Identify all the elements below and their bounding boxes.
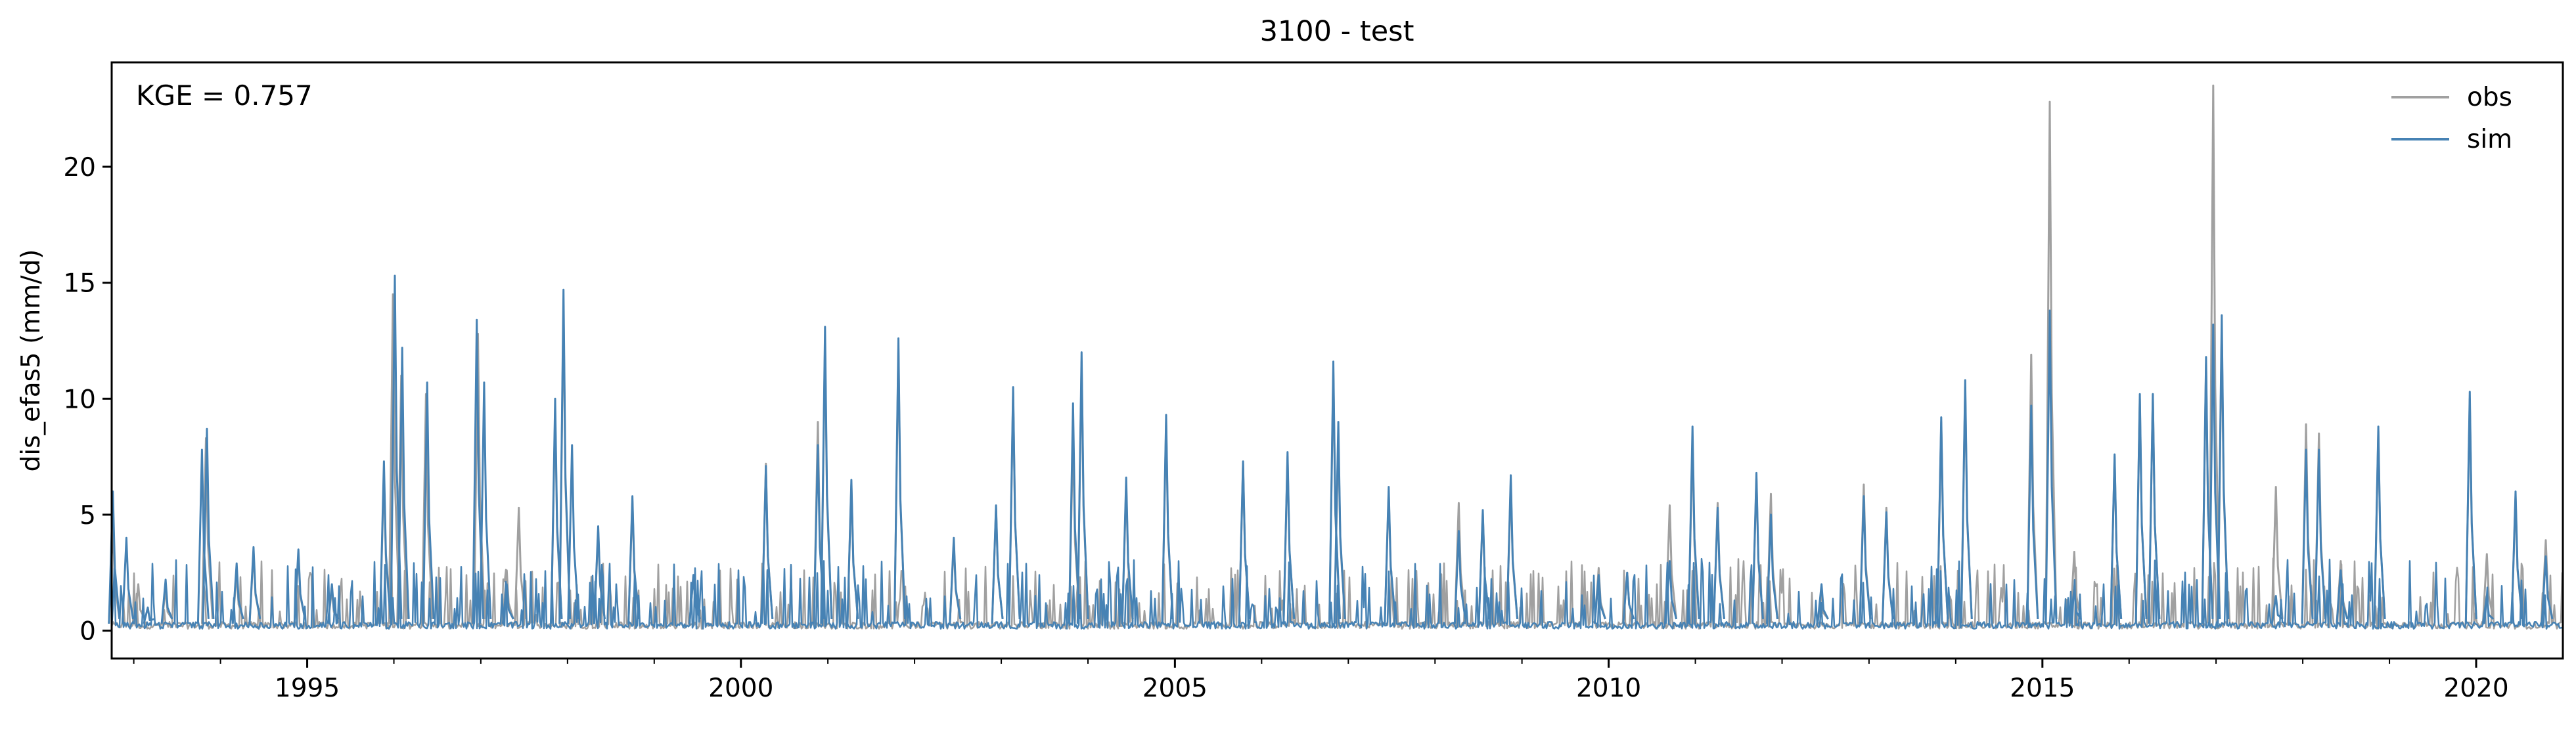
series-obs-peak-53	[2045, 100, 2058, 624]
series-sim-peak-44	[1622, 571, 1635, 624]
series-sim-peak-71	[2510, 490, 2523, 624]
plot-frame	[110, 61, 2564, 660]
y-tick-label-10: 10	[63, 385, 96, 414]
chart-title: 3100 - test	[1260, 15, 1414, 48]
legend-sim-label: sim	[2467, 125, 2512, 154]
series-sim-peak-52	[1881, 511, 1894, 624]
series-sim-peak-49	[1766, 513, 1778, 624]
x-tick-label-2020: 2020	[2443, 674, 2508, 703]
series-sim-peak-32	[1076, 351, 1089, 624]
series-sim-peak-1	[121, 536, 134, 624]
series-sim-peak-62	[2208, 323, 2221, 624]
x-tick-label-2015: 2015	[2010, 674, 2075, 703]
series-sim-peak-8	[293, 548, 306, 624]
series-obs-peak-54	[2069, 551, 2082, 624]
series-sim-peak-40	[1453, 530, 1466, 624]
y-tick-label-20: 20	[63, 153, 96, 183]
series-sim-peak-27	[893, 337, 906, 624]
series-sim-peak-50	[1817, 583, 1829, 624]
series-sim	[108, 274, 2563, 630]
series-sim-peak-30	[1008, 386, 1021, 624]
series-sim-peak-9	[327, 583, 340, 624]
series-sim-peak-29	[991, 504, 1004, 624]
series-sim-peak-63	[2217, 314, 2230, 624]
series-sim-peak-59	[2135, 393, 2148, 624]
series-sim-peak-41	[1478, 509, 1491, 624]
series-sim-peak-54	[1960, 379, 1973, 624]
series-sim-peak-33	[1121, 476, 1134, 624]
series-sim-peak-35	[1238, 460, 1251, 624]
series-sim-peak-20	[593, 525, 606, 624]
series-sim-peak-2	[143, 606, 155, 624]
legend-obs-label: obs	[2467, 83, 2512, 112]
series-sim-peak-19	[567, 444, 580, 624]
series-sim-peak-72	[2541, 555, 2554, 624]
y-tick-label-15: 15	[63, 269, 96, 299]
series-sim-peak-67	[2336, 569, 2349, 624]
series-layer	[108, 84, 2564, 630]
series-sim-peak-36	[1282, 451, 1296, 624]
series-sim-peak-68	[2373, 425, 2386, 624]
series-sim-peak-48	[1751, 471, 1764, 624]
y-axis: 0 5 10 15 20	[63, 153, 112, 647]
series-obs-peak-59	[2208, 84, 2221, 624]
series-sim-peak-70	[2481, 595, 2495, 624]
series-sim-peak-3	[160, 578, 173, 624]
series-sim-peak-12	[397, 347, 410, 624]
series-sim-peak-43	[1593, 574, 1606, 624]
series-sim-peak-16	[501, 583, 514, 624]
series-sim-peak-38	[1333, 421, 1346, 624]
x-axis: 1995 2000 2005 2010 2015 2020	[133, 658, 2509, 703]
y-tick-label-5: 5	[79, 501, 96, 530]
series-sim-peak-69	[2464, 391, 2477, 624]
x-tick-label-2000: 2000	[708, 674, 773, 703]
series-sim-peak-39	[1384, 486, 1397, 624]
series-sim-peak-46	[1687, 425, 1700, 624]
series-obs-baseline	[110, 557, 2564, 630]
y-axis-label: dis_efas5 (mm/d)	[16, 249, 46, 472]
series-sim-peak-5	[202, 427, 215, 624]
series-sim-peak-42	[1506, 474, 1519, 624]
series-sim-peak-10	[378, 460, 392, 624]
series-sim-peak-57	[2069, 588, 2082, 624]
series-sim-peak-64	[2271, 595, 2284, 624]
series-sim-peak-51	[1859, 495, 1872, 624]
series-sim-peak-22	[689, 574, 701, 624]
series-sim-peak-34	[1161, 414, 1174, 624]
series-sim-peak-13	[422, 381, 435, 624]
series-sim-peak-47	[1713, 506, 1725, 624]
x-tick-label-2010: 2010	[1576, 674, 1641, 703]
series-sim-peak-28	[949, 536, 962, 624]
kge-annotation: KGE = 0.757	[136, 79, 313, 112]
series-sim-peak-6	[231, 562, 244, 624]
series-sim-peak-26	[846, 479, 859, 624]
legend: obs sim	[2391, 83, 2512, 154]
x-tick-label-2005: 2005	[1142, 674, 1208, 703]
series-sim-peak-31	[1068, 402, 1081, 624]
series-sim-peak-66	[2314, 448, 2327, 624]
series-obs-peak-61	[2271, 486, 2284, 624]
series-sim-peak-18	[558, 288, 572, 624]
x-tick-label-1995: 1995	[275, 674, 340, 703]
y-tick-label-0: 0	[79, 617, 96, 647]
series-sim-peak-58	[2110, 453, 2123, 624]
series-sim-peak-60	[2148, 393, 2161, 624]
series-sim-peak-23	[761, 465, 774, 624]
series-sim-peak-7	[248, 546, 261, 624]
series-obs-peak-67	[2481, 553, 2495, 624]
series-sim-peak-55	[2026, 404, 2039, 624]
series-sim-peak-65	[2301, 448, 2314, 624]
series-obs-peak-11	[420, 393, 434, 624]
series-sim-peak-21	[627, 495, 641, 624]
series-sim-peak-4	[196, 448, 210, 624]
series-sim-peak-56	[2045, 309, 2058, 624]
series-sim-peak-25	[820, 326, 833, 624]
series-sim-peak-45	[1665, 560, 1677, 624]
series-sim-peak-15	[479, 381, 492, 624]
series-sim-peak-37	[1328, 360, 1341, 624]
series-sim-baseline	[110, 557, 2563, 630]
series-sim-peak-0	[108, 490, 121, 624]
series-sim-peak-53	[1936, 416, 1949, 624]
